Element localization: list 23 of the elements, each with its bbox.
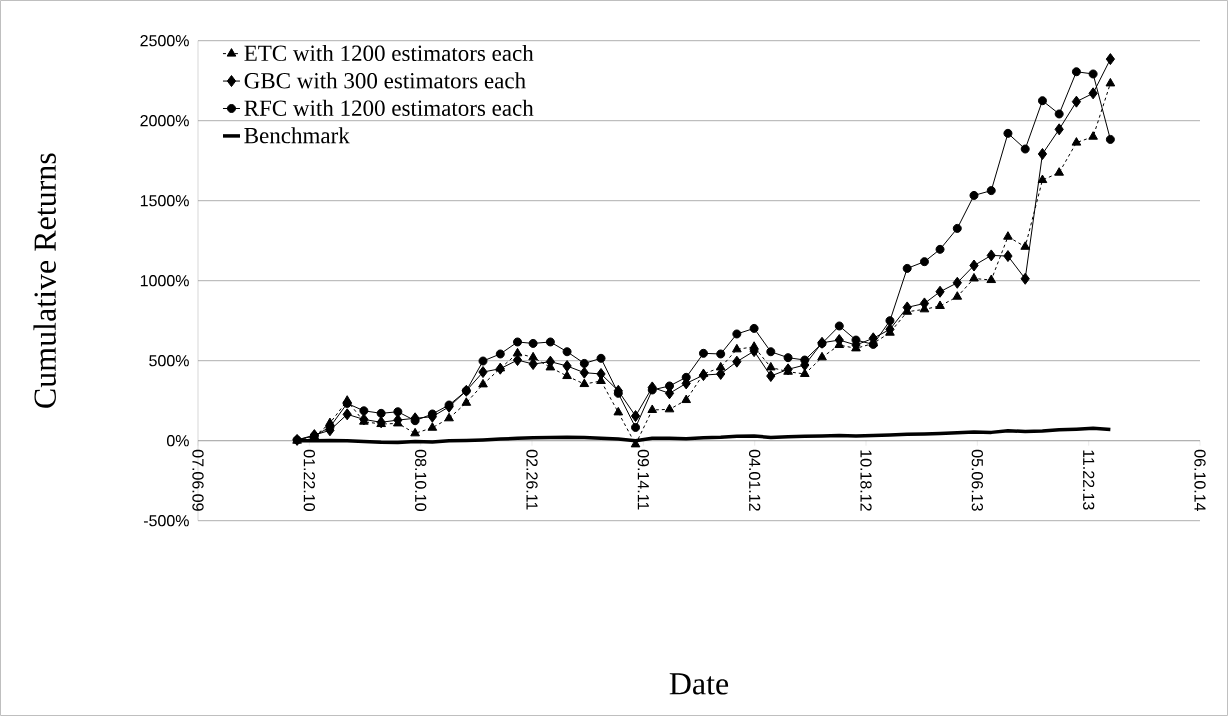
y-tick-label: 1500% <box>140 195 189 207</box>
x-axis-title: Date <box>669 673 729 695</box>
y-tick-label: 2500% <box>140 35 189 47</box>
x-tick-label: 02.26.11 <box>526 449 538 510</box>
legend-label: GBC with 300 estimators each <box>244 72 526 89</box>
x-tick-label: 09.14.11 <box>637 449 649 510</box>
x-tick-label: 06.10.14 <box>1194 449 1206 512</box>
x-tick-label: 07.06.09 <box>192 449 204 511</box>
x-tick-label: 08.10.10 <box>415 449 427 511</box>
y-tick-label: 500% <box>149 355 189 367</box>
y-tick-label: 1000% <box>140 275 189 287</box>
x-tick-label: 11.22.13 <box>1083 450 1095 510</box>
y-axis-title: Cumulative Returns <box>33 153 56 408</box>
legend-label: RFC with 1200 estimators each <box>244 99 534 116</box>
x-tick-label: 10.18.12 <box>860 450 872 511</box>
legend-label: ETC with 1200 estimators each <box>244 44 534 62</box>
legend-label: Benchmark <box>244 127 350 144</box>
y-tick-label: 2000% <box>140 115 189 127</box>
y-tick-label: -500% <box>143 515 189 527</box>
x-tick-label: 05.06.13 <box>971 449 983 511</box>
y-tick-label: 0% <box>166 435 189 447</box>
x-tick-label: 04.01.12 <box>749 449 761 511</box>
x-tick-label: 01.22.10 <box>303 449 315 511</box>
